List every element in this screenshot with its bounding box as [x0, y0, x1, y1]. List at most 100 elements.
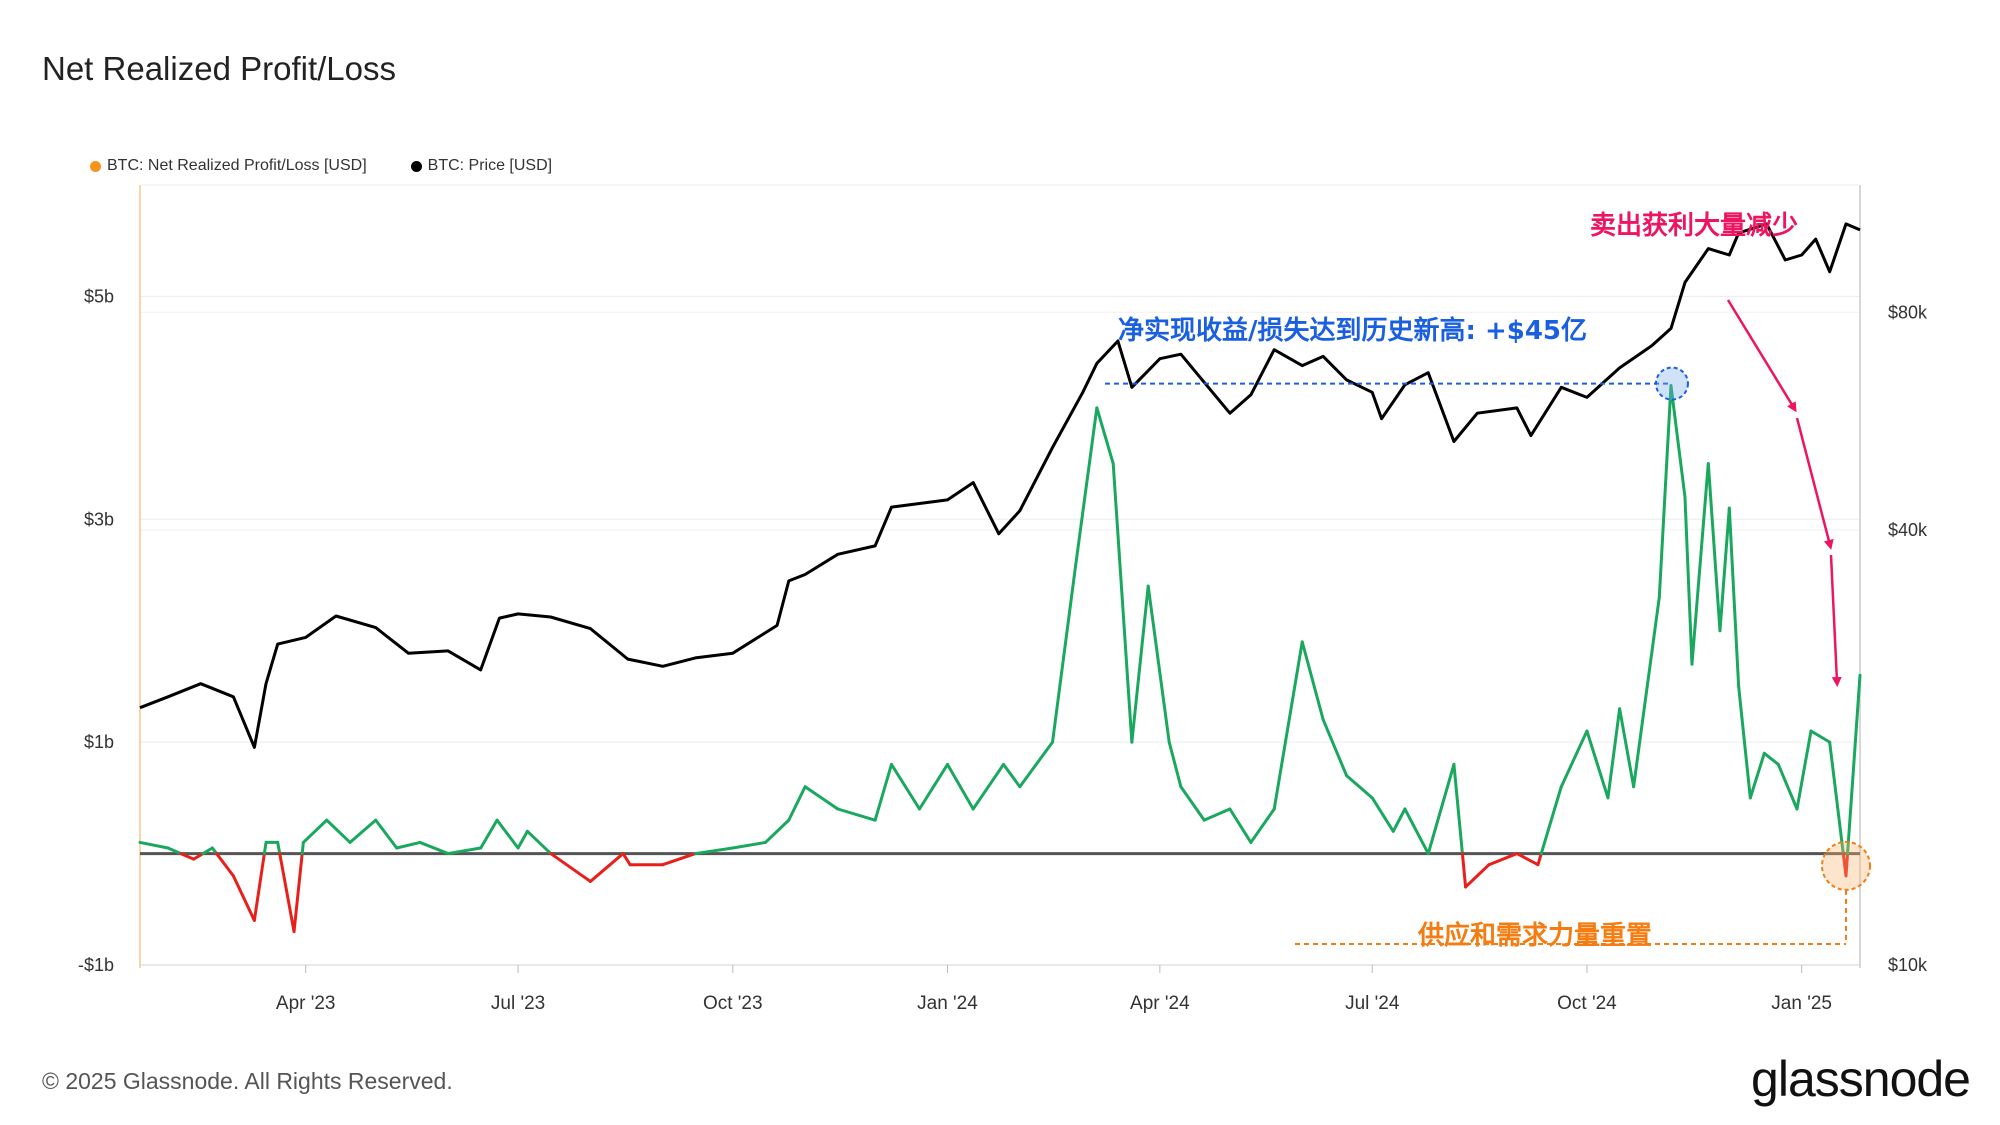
legend-item-price[interactable]: BTC: Price [USD]	[410, 157, 553, 175]
nrpl-segment	[192, 852, 205, 861]
annotation-graphics	[1105, 299, 1871, 945]
nrpl-segment	[1762, 751, 1780, 766]
chart-legend: BTC: Net Realized Profit/Loss [USD] BTC:…	[90, 157, 552, 175]
y-axis-right: $80k $40k $10k	[1888, 302, 1928, 975]
legend-dot-price	[410, 160, 422, 172]
nrpl-segment	[479, 818, 499, 850]
nrpl-segment	[1452, 762, 1464, 856]
nrpl-segment	[1111, 462, 1134, 744]
nrpl-segment	[787, 785, 807, 822]
decline-arrow	[1795, 417, 1834, 550]
nrpl-segment	[971, 762, 1006, 811]
nrpl-segment	[1737, 684, 1752, 800]
nrpl-segment	[1345, 774, 1374, 800]
x-tick-label: Apr '24	[1130, 993, 1190, 1014]
x-tick-label: Jan '24	[917, 993, 978, 1014]
nrpl-segment	[621, 852, 632, 867]
ath-highlight-circle	[1654, 366, 1689, 401]
glassnode-logo: glassnode	[1751, 1051, 1971, 1107]
nrpl-segment	[1202, 807, 1232, 822]
nrpl-segment	[1606, 707, 1622, 800]
nrpl-segment	[1321, 718, 1349, 778]
x-tick-label: Jan '25	[1771, 993, 1832, 1014]
nrpl-segment	[1487, 852, 1519, 867]
nrpl-segment	[693, 846, 735, 856]
nrpl-segment	[166, 846, 183, 856]
nrpl-segment	[1426, 762, 1456, 856]
nrpl-segment	[1130, 584, 1150, 744]
nrpl-segment	[873, 762, 893, 822]
nrpl-series	[138, 384, 1862, 934]
x-tick-label: Jul '23	[491, 993, 545, 1014]
x-axis-ticks: Apr '23 Jul '23 Oct '23 Jan '24 Apr '24 Jul '…	[276, 965, 1832, 1014]
y-left-tick-label: $3b	[84, 509, 114, 529]
nrpl-segment	[495, 818, 520, 850]
nrpl-segment	[1618, 707, 1636, 789]
nrpl-segment	[731, 840, 767, 850]
chart-title: Net Realized Profit/Loss	[42, 50, 396, 87]
nrpl-segment	[1632, 595, 1661, 789]
legend-item-nrpl[interactable]: BTC: Net Realized Profit/Loss [USD]	[90, 157, 367, 175]
nrpl-segment	[1403, 807, 1430, 856]
y-axis-left: $5b $3b $1b -$1b	[78, 286, 114, 975]
nrpl-segment	[588, 852, 625, 883]
nrpl-segment	[1228, 807, 1253, 844]
nrpl-segment	[325, 818, 352, 844]
nrpl-segment	[1539, 785, 1563, 856]
y-left-tick-label: $5b	[84, 286, 114, 306]
nrpl-segment	[1074, 406, 1099, 566]
nrpl-segment	[803, 785, 840, 811]
nrpl-segment	[836, 807, 877, 822]
nrpl-segment	[1669, 384, 1687, 499]
y-left-tick-label: -$1b	[78, 955, 114, 975]
nrpl-segment	[1585, 729, 1610, 800]
nrpl-segment	[1690, 462, 1710, 666]
nrpl-segment	[138, 840, 170, 850]
legend-label-price: BTC: Price [USD]	[427, 157, 553, 174]
nrpl-segment	[1846, 673, 1862, 856]
nrpl-segment	[1051, 562, 1078, 744]
x-tick-label: Jul '24	[1345, 993, 1400, 1014]
nrpl-segment	[889, 762, 921, 811]
x-tick-label: Oct '23	[703, 993, 763, 1014]
nrpl-segment	[1146, 584, 1171, 744]
nrpl-segment	[179, 852, 196, 861]
nrpl-segment	[1657, 384, 1673, 599]
nrpl-segment	[276, 840, 282, 856]
nrpl-segment	[215, 852, 235, 878]
annotation-decline: 卖出获利大量减少	[1590, 211, 1799, 241]
nrpl-segment	[1748, 751, 1766, 800]
nrpl-segment	[1828, 740, 1845, 856]
nrpl-segment	[1370, 796, 1395, 833]
nrpl-segment	[661, 852, 697, 867]
annotation-reset: 供应和需求力量重置	[1418, 921, 1653, 951]
price-series	[139, 222, 1861, 749]
nrpl-segment	[348, 818, 378, 844]
nrpl-segment	[1002, 762, 1022, 789]
nrpl-segment	[1249, 807, 1276, 844]
nrpl-segment	[1179, 785, 1206, 822]
nrpl-segment	[262, 840, 268, 856]
nrpl-segment	[231, 874, 256, 922]
chart-grid	[140, 295, 1860, 966]
nrpl-segment	[252, 852, 266, 922]
nrpl-segment	[395, 840, 422, 850]
nrpl-segment	[374, 818, 399, 850]
nrpl-segment	[917, 762, 949, 811]
nrpl-segment	[763, 818, 791, 844]
nrpl-segment	[1683, 495, 1694, 666]
legend-dot-nrpl	[90, 160, 101, 172]
legend-label-nrpl: BTC: Net Realized Profit/Loss [USD]	[107, 157, 367, 174]
nrpl-segment	[201, 846, 214, 856]
reset-highlight-circle	[1820, 840, 1871, 891]
nrpl-segment	[278, 852, 296, 934]
nrpl-segment	[300, 840, 305, 856]
nrpl-segment	[1559, 729, 1589, 789]
y-right-tick-label: $80k	[1888, 302, 1928, 322]
nrpl-segment	[418, 840, 450, 856]
nrpl-segment	[1809, 729, 1832, 744]
x-tick-label: Apr '23	[276, 993, 336, 1014]
nrpl-segment	[945, 762, 975, 811]
price-line	[139, 222, 1861, 749]
nrpl-segment	[292, 852, 304, 934]
